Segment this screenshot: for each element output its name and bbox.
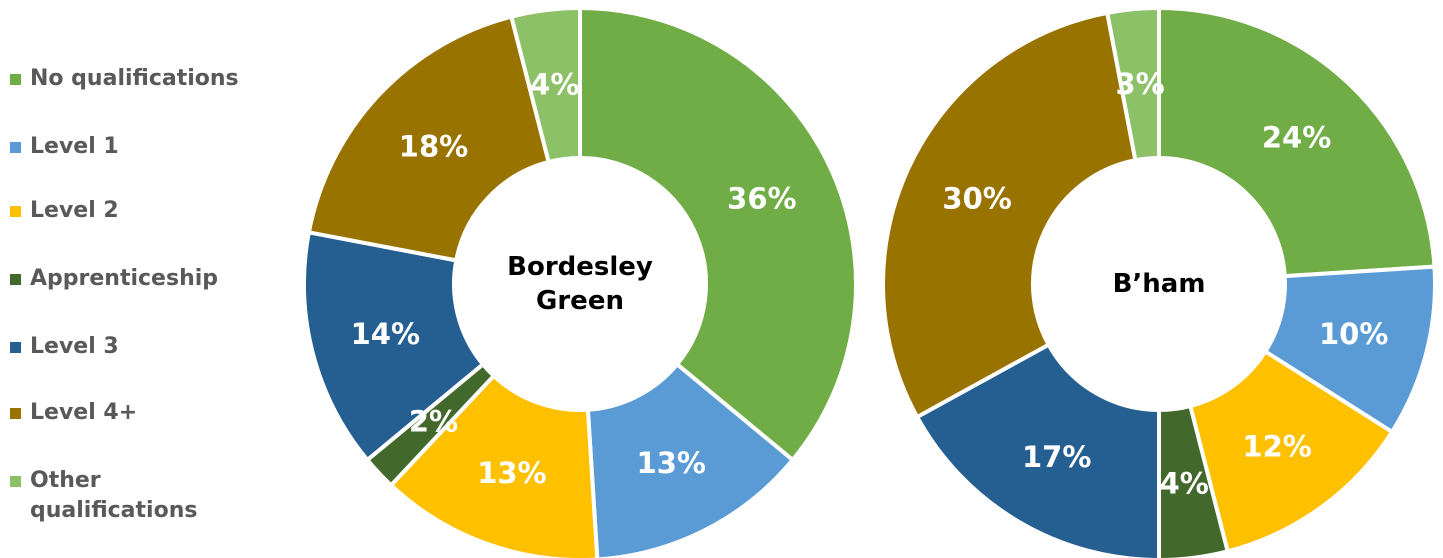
- legend-label: Apprenticeship: [30, 266, 219, 291]
- legend-label: Level 2: [30, 198, 119, 223]
- legend-label: Level 1: [30, 134, 119, 159]
- legend-item: Other qualifications: [10, 466, 270, 526]
- legend-item: Apprenticeship: [10, 264, 270, 294]
- legend-swatch: [10, 342, 21, 353]
- legend-swatch: [10, 274, 21, 285]
- legend-item: Level 4+: [10, 398, 270, 428]
- slice-data-label: 10%: [1319, 317, 1388, 351]
- legend-label: Level 4+: [30, 400, 138, 425]
- slice-data-label: 13%: [477, 456, 546, 490]
- donut-slice: [1104, 5, 1161, 163]
- donut-center-label: B’ham: [1113, 269, 1206, 299]
- legend-swatch: [10, 408, 21, 419]
- donut-slice: [881, 10, 1138, 420]
- slice-data-label: 3%: [1115, 67, 1164, 101]
- donut-slice: [1157, 403, 1231, 558]
- donut-center-label: Bordesley: [507, 252, 653, 282]
- slice-data-label: 30%: [942, 181, 1011, 215]
- donut-chart: 36% 13% 13% 2% 14% 18% 4% Bordesley Green: [302, 5, 858, 558]
- slice-data-label: 17%: [1022, 440, 1091, 474]
- legend-label: Other qualifications: [30, 468, 198, 523]
- slice-data-label: 2%: [409, 405, 458, 439]
- slice-data-label: 13%: [637, 446, 706, 480]
- slice-data-label: 4%: [1160, 466, 1209, 500]
- donut-slice: [585, 361, 796, 558]
- donut-chart: 24% 10% 12% 4% 17% 30% 3% B’ham: [881, 5, 1437, 558]
- legend-item: No qualifications: [10, 64, 270, 94]
- slice-data-label: 18%: [399, 129, 468, 163]
- donut-center-label: Green: [536, 286, 624, 316]
- slice-data-label: 12%: [1242, 430, 1311, 464]
- legend-swatch: [10, 74, 21, 85]
- legend-label: Level 3: [30, 334, 119, 359]
- donut-slice: [1157, 5, 1437, 279]
- legend-item: Level 2: [10, 196, 270, 226]
- donut-slice: [914, 341, 1161, 558]
- donut-slice: [388, 373, 600, 558]
- legend-label: No qualifications: [30, 66, 239, 91]
- slice-data-label: 24%: [1262, 120, 1331, 154]
- slice-data-label: 14%: [351, 317, 420, 351]
- donut-slice: [578, 5, 858, 463]
- legend-swatch: [10, 476, 21, 487]
- donut-slice: [1187, 348, 1395, 554]
- donut-slice: [508, 5, 582, 165]
- donut-slice: [302, 229, 486, 463]
- legend-item: Level 3: [10, 332, 270, 362]
- donut-slice: [306, 14, 552, 263]
- slice-data-label: 36%: [727, 181, 796, 215]
- slice-data-label: 4%: [530, 68, 579, 102]
- legend-swatch: [10, 206, 21, 217]
- legend-item: Level 1: [10, 132, 270, 162]
- legend-swatch: [10, 142, 21, 153]
